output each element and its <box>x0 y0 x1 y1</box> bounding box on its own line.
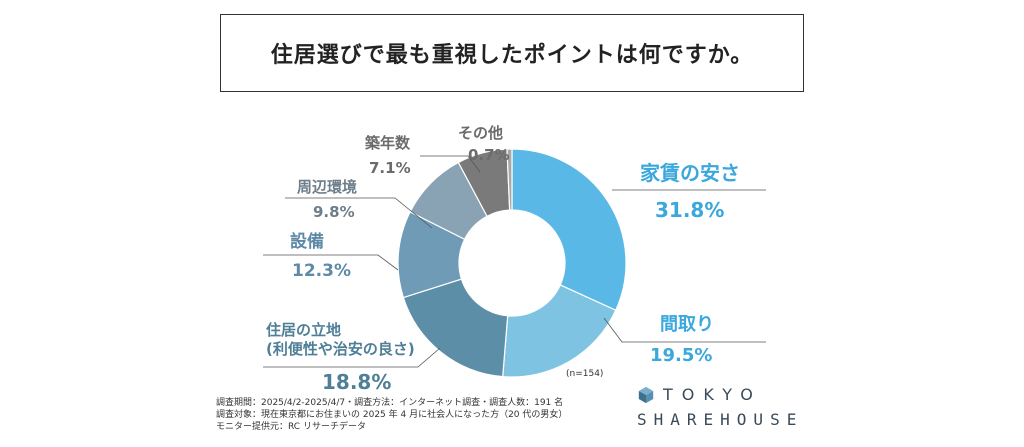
logo-text-sharehouse: SHAREHOUSE <box>637 410 804 429</box>
label-location: 住居の立地 <box>266 321 341 339</box>
leader-line-building-age <box>420 155 481 173</box>
donut-slice-6 <box>506 148 513 211</box>
label-building-age: 築年数 <box>364 134 411 152</box>
pct-building-age: 7.1% <box>369 159 411 177</box>
pct-location: 18.8% <box>322 370 391 394</box>
pct-other: 0.7% <box>468 146 510 164</box>
label-rent: 家賃の安さ <box>640 161 740 185</box>
label-other: その他 <box>458 124 503 142</box>
survey-note-period: 調査期間：2025/4/2-2025/4/7・調査方法：インターネット調査・調査… <box>216 398 564 408</box>
label-surroundings: 周辺環境 <box>297 178 357 196</box>
leader-line-surroundings <box>285 197 433 229</box>
leader-line-floorplan <box>603 317 766 343</box>
leader-line-location <box>263 347 441 368</box>
survey-notes: 調査期間：2025/4/2-2025/4/7・調査方法：インターネット調査・調査… <box>216 397 567 433</box>
donut-slice-1 <box>502 284 617 378</box>
chart-title-box: 住居選びで最も重視したポイントは何ですか。 <box>220 14 804 92</box>
leader-line-facilities <box>263 254 399 271</box>
tokyo-sharehouse-logo: TOKYO SHAREHOUSE <box>637 385 812 440</box>
logo-text-tokyo: TOKYO <box>663 385 762 404</box>
pct-facilities: 12.3% <box>292 261 351 281</box>
survey-note-target: 調査対象：現在東京都にお住まいの 2025 年 4 月に社会人になった方（20 … <box>216 410 568 420</box>
survey-note-provider: モニター提供元：RC リサーチデータ <box>216 422 366 432</box>
label-floorplan: 間取り <box>660 314 714 335</box>
chart-title: 住居選びで最も重視したポイントは何ですか。 <box>270 43 754 68</box>
pct-rent: 31.8% <box>655 198 724 222</box>
donut-slice-0 <box>511 148 627 312</box>
cube-icon <box>638 386 654 403</box>
donut-slice-2 <box>402 278 509 378</box>
sample-size-note: (n=154) <box>566 369 603 379</box>
pct-floorplan: 19.5% <box>650 345 712 366</box>
label-location-line2: (利便性や治安の良さ) <box>266 340 415 358</box>
pct-surroundings: 9.8% <box>313 203 355 221</box>
label-facilities: 設備 <box>290 231 324 252</box>
